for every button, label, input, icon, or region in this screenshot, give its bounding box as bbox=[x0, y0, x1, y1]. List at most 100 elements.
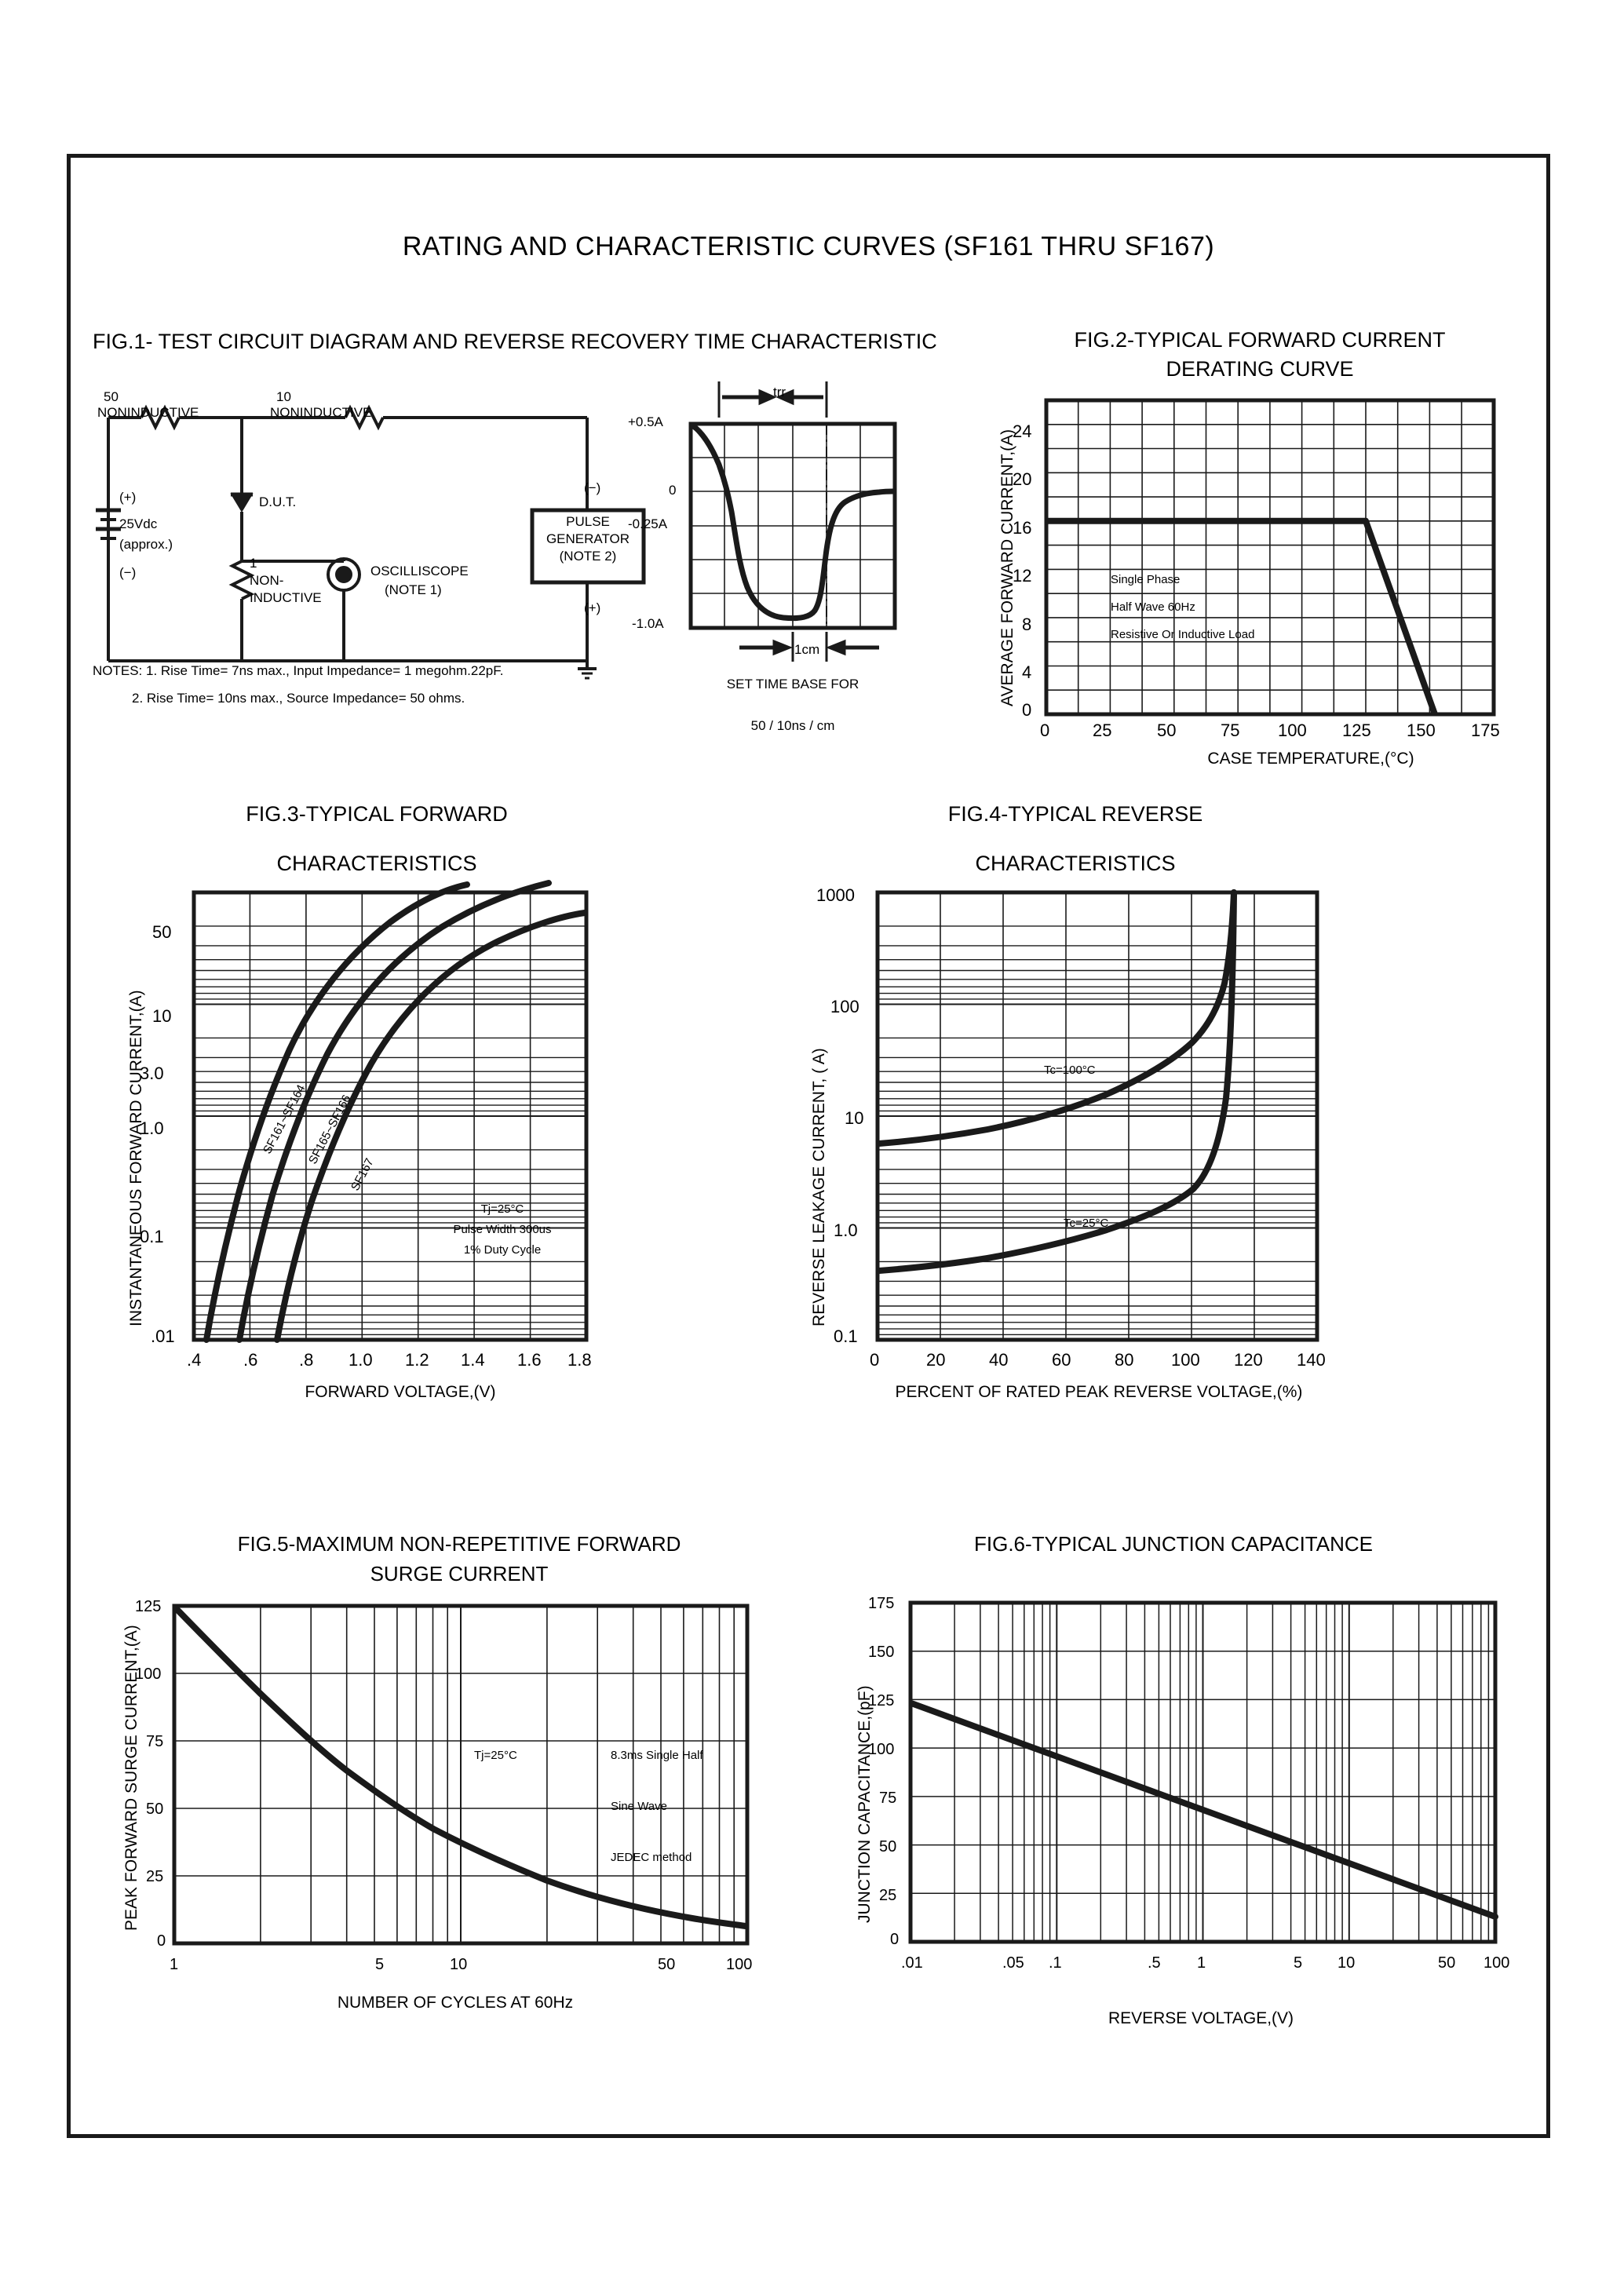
fig4-xtick-0: 0 bbox=[870, 1350, 880, 1370]
fig6-xlabel: REVERSE VOLTAGE,(V) bbox=[1108, 2009, 1294, 2027]
fig6-xtick-1: 1 bbox=[1197, 1954, 1206, 1972]
fig6-xtick-10: 10 bbox=[1338, 1954, 1356, 1972]
generator-polarity-minus: (−) bbox=[584, 480, 601, 495]
fig6-ytick-100: 100 bbox=[868, 1741, 895, 1758]
fig3-xtick-10: 1.0 bbox=[349, 1350, 373, 1370]
supply-approx-note: (approx.) bbox=[119, 537, 173, 552]
fig6-ytick-175: 175 bbox=[868, 1595, 895, 1612]
fig4-ytick-100: 100 bbox=[830, 997, 859, 1016]
fig3-xlabel: FORWARD VOLTAGE,(V) bbox=[305, 1383, 496, 1401]
fig6-xtick-50: 50 bbox=[1438, 1954, 1456, 1972]
resistor-1-type-b: INDUCTIVE bbox=[250, 590, 322, 605]
resistor-1-type-a: NON- bbox=[250, 573, 284, 588]
fig5-ytick-125: 125 bbox=[135, 1598, 162, 1615]
fig3-ytick-01: 0.1 bbox=[140, 1227, 164, 1246]
fig3-xtick-12: 1.2 bbox=[405, 1350, 429, 1370]
fig2-ytick-4: 4 bbox=[1022, 662, 1032, 682]
fig6-ylabel: JUNCTION CAPACITANCE,(pF) bbox=[856, 1685, 874, 1923]
fig3-title-line2: CHARACTERISTICS bbox=[276, 852, 477, 875]
fig5-xlabel: NUMBER OF CYCLES AT 60Hz bbox=[337, 1994, 574, 2012]
fig2-ytick-20: 20 bbox=[1013, 469, 1032, 489]
fig4-ytick-10: 10 bbox=[845, 1108, 864, 1128]
fig3-ytick-001: .01 bbox=[151, 1326, 175, 1346]
fig6-xtick-100: 100 bbox=[1483, 1954, 1510, 1972]
fig4-xtick-80: 80 bbox=[1115, 1350, 1134, 1370]
fig5-xtick-5: 5 bbox=[375, 1956, 385, 1973]
fig5-ytick-75: 75 bbox=[146, 1733, 164, 1750]
resistor-50-type: NONINDUCTIVE bbox=[97, 405, 199, 420]
fig4-xtick-60: 60 bbox=[1052, 1350, 1071, 1370]
fig2-ytick-12: 12 bbox=[1013, 566, 1032, 586]
resistor-10-value: 10 bbox=[276, 389, 291, 404]
trr-annotation bbox=[691, 377, 895, 422]
fig2-xtick-100: 100 bbox=[1278, 721, 1307, 740]
oscilloscope-label: OSCILLISCOPE bbox=[370, 564, 469, 578]
fig2-xtick-50: 50 bbox=[1157, 721, 1177, 740]
fig5-xtick-100: 100 bbox=[726, 1956, 753, 1973]
fig5-xtick-1: 1 bbox=[170, 1956, 179, 1973]
fig6-chart bbox=[908, 1600, 1498, 1944]
fig3-ylabel: INSTANTANEOUS FORWARD CURRENT,(A) bbox=[127, 990, 145, 1326]
fig6-xtick-001: .01 bbox=[901, 1954, 923, 1972]
pulse-generator-note: (NOTE 2) bbox=[559, 549, 617, 564]
trr-ytick-2: -0.25A bbox=[628, 516, 668, 531]
fig5-xtick-10: 10 bbox=[450, 1956, 468, 1973]
fig1-note-2: 2. Rise Time= 10ns max., Source Impedanc… bbox=[132, 691, 465, 706]
fig3-xtick-14: 1.4 bbox=[461, 1350, 485, 1370]
fig2-title-line1: FIG.2-TYPICAL FORWARD CURRENT bbox=[1074, 328, 1446, 352]
resistor-50-value: 50 bbox=[104, 389, 119, 404]
fig3-ytick-50: 50 bbox=[152, 922, 172, 942]
fig2-note-0: Single Phase bbox=[1111, 573, 1181, 586]
fig6-ytick-125: 125 bbox=[868, 1692, 895, 1709]
fig1-circuit-diagram bbox=[94, 385, 646, 683]
generator-polarity-plus: (+) bbox=[584, 600, 601, 615]
trr-ytick-3: -1.0A bbox=[632, 616, 664, 631]
fig5-ytick-25: 25 bbox=[146, 1868, 164, 1885]
fig4-title-line1: FIG.4-TYPICAL REVERSE bbox=[947, 802, 1203, 826]
fig4-chart bbox=[875, 889, 1319, 1342]
fig1-trr-waveform-chart bbox=[688, 421, 897, 630]
supply-voltage: 25Vdc bbox=[119, 516, 158, 531]
fig6-ytick-75: 75 bbox=[879, 1790, 897, 1807]
trr-label: trr bbox=[773, 385, 786, 400]
fig4-xtick-100: 100 bbox=[1171, 1350, 1200, 1370]
fig3-title-line1: FIG.3-TYPICAL FORWARD bbox=[246, 802, 508, 826]
fig2-chart bbox=[1044, 398, 1496, 717]
fig6-ytick-150: 150 bbox=[868, 1644, 895, 1661]
trr-ytick-0: +0.5A bbox=[628, 414, 663, 429]
fig6-title: FIG.6-TYPICAL JUNCTION CAPACITANCE bbox=[973, 1532, 1373, 1556]
fig1-note-1: NOTES: 1. Rise Time= 7ns max., Input Imp… bbox=[93, 663, 504, 678]
fig1-title: FIG.1- TEST CIRCUIT DIAGRAM AND REVERSE … bbox=[93, 330, 937, 353]
fig4-ytick-1: 1.0 bbox=[834, 1220, 858, 1240]
fig6-ytick-25: 25 bbox=[879, 1887, 897, 1904]
page-border bbox=[67, 154, 1550, 2138]
fig5-ylabel: PEAK FORWARD SURGE CURRENT,(A) bbox=[122, 1625, 141, 1931]
supply-polarity-minus: (−) bbox=[119, 565, 137, 580]
fig3-note-2: 1% Duty Cycle bbox=[463, 1243, 542, 1257]
fig5-ytick-50: 50 bbox=[146, 1801, 164, 1818]
trr-ytick-1: 0 bbox=[669, 483, 677, 498]
fig6-xtick-5: 5 bbox=[1294, 1954, 1303, 1972]
fig2-xtick-75: 75 bbox=[1221, 721, 1240, 740]
resistor-1-value: 1 bbox=[250, 556, 257, 571]
fig2-ylabel: AVERAGE FORWARD CURRENT,(A) bbox=[998, 429, 1016, 706]
fig6-xtick-01: .1 bbox=[1049, 1954, 1062, 1972]
fig4-ylabel: REVERSE LEAKAGE CURRENT, ( A) bbox=[810, 1048, 828, 1326]
fig4-xtick-120: 120 bbox=[1234, 1350, 1263, 1370]
supply-polarity-plus: (+) bbox=[119, 490, 137, 505]
fig4-xtick-140: 140 bbox=[1297, 1350, 1326, 1370]
fig5-ytick-100: 100 bbox=[135, 1666, 162, 1683]
fig2-ytick-8: 8 bbox=[1022, 615, 1032, 634]
fig5-note-2: Sine Wave bbox=[611, 1800, 667, 1813]
fig4-xtick-40: 40 bbox=[989, 1350, 1009, 1370]
fig2-ytick-0: 0 bbox=[1022, 700, 1032, 720]
fig5-xtick-50: 50 bbox=[658, 1956, 676, 1973]
fig4-xlabel: PERCENT OF RATED PEAK REVERSE VOLTAGE,(%… bbox=[895, 1383, 1303, 1401]
fig2-xtick-125: 125 bbox=[1342, 721, 1371, 740]
fig5-chart bbox=[172, 1604, 750, 1946]
fig2-title-line2: DERATING CURVE bbox=[1166, 357, 1354, 381]
fig5-ytick-0: 0 bbox=[157, 1932, 166, 1950]
trr-caption-line2: 50 / 10ns / cm bbox=[750, 718, 835, 733]
oscilloscope-note: (NOTE 1) bbox=[385, 582, 442, 597]
fig3-note-0: Tj=25°C bbox=[480, 1202, 524, 1216]
